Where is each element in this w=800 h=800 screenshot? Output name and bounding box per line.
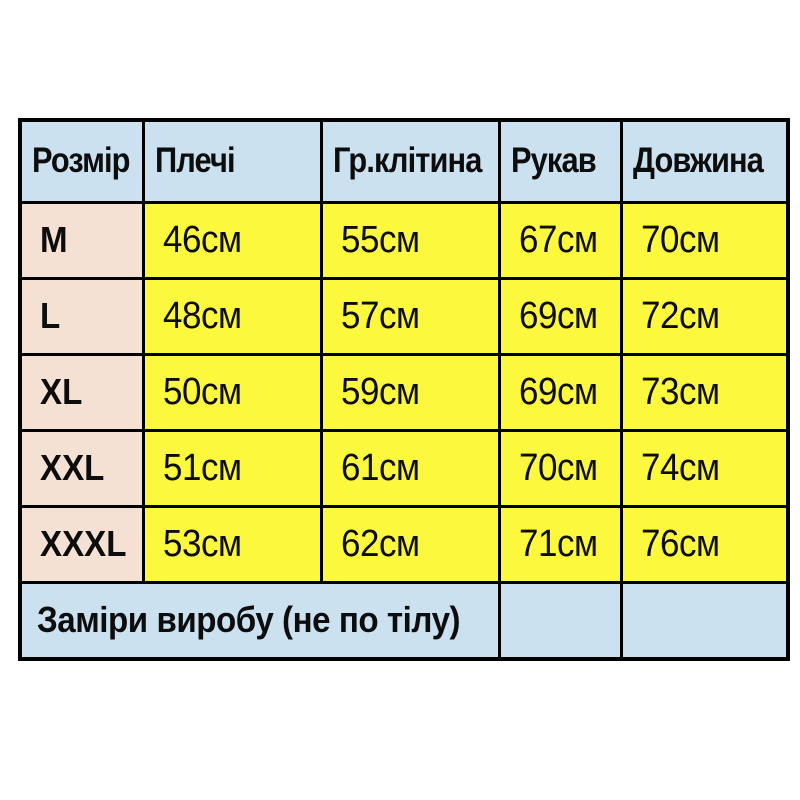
measurement-cell: 67см [497, 200, 623, 280]
size-cell: M [18, 200, 145, 280]
table-row-l: L 48см 57см 69см 72см [18, 276, 790, 356]
measurement-cell: 69см [497, 352, 623, 432]
measurement-cell: 61см [319, 428, 501, 508]
footer-row: Заміри виробу (не по тілу) [18, 580, 790, 661]
footer-note-cell: Заміри виробу (не по тілу) [18, 580, 501, 661]
column-header-sleeve-label: Рукав [510, 141, 597, 181]
measurement-cell: 53см [141, 504, 323, 584]
measurement-cell: 70см [619, 200, 790, 280]
measurement-cell: 48см [141, 276, 323, 356]
measurement-cell: 57см [319, 276, 501, 356]
column-header-length: Довжина [619, 118, 790, 204]
measurement-cell: 70см [497, 428, 623, 508]
measurement-cell: 46см [141, 200, 323, 280]
measurement-cell: 73см [619, 352, 790, 432]
column-header-chest: Гр.клітина [319, 118, 501, 204]
measurement-cell: 62см [319, 504, 501, 584]
table-row-m: M 46см 55см 67см 70см [18, 200, 790, 280]
size-cell: XL [18, 352, 145, 432]
footer-empty-cell [619, 580, 790, 661]
header-row: Розмір Плечі Гр.клітина Рукав Довжина [18, 118, 790, 204]
measurement-cell: 71см [497, 504, 623, 584]
measurement-cell: 76см [619, 504, 790, 584]
size-cell: L [18, 276, 145, 356]
footer-note: Заміри виробу (не по тілу) [37, 599, 461, 641]
size-chart: Розмір Плечі Гр.клітина Рукав Довжина M … [18, 118, 790, 661]
measurement-cell: 74см [619, 428, 790, 508]
footer-empty-cell [497, 580, 623, 661]
measurement-cell: 72см [619, 276, 790, 356]
size-chart-table: Розмір Плечі Гр.клітина Рукав Довжина M … [18, 118, 790, 661]
table-row-xxl: XXL 51см 61см 70см 74см [18, 428, 790, 508]
column-header-size-label: Розмір [32, 141, 130, 181]
column-header-length-label: Довжина [632, 141, 764, 181]
table-row-xl: XL 50см 59см 69см 73см [18, 352, 790, 432]
column-header-shoulders: Плечі [141, 118, 323, 204]
measurement-cell: 59см [319, 352, 501, 432]
measurement-cell: 69см [497, 276, 623, 356]
column-header-size: Розмір [18, 118, 145, 204]
column-header-chest-label: Гр.клітина [332, 141, 482, 181]
size-cell: XXL [18, 428, 145, 508]
measurement-cell: 55см [319, 200, 501, 280]
size-cell: XXXL [18, 504, 145, 584]
measurement-cell: 50см [141, 352, 323, 432]
column-header-shoulders-label: Плечі [154, 141, 236, 181]
table-row-xxxl: XXXL 53см 62см 71см 76см [18, 504, 790, 584]
column-header-sleeve: Рукав [497, 118, 623, 204]
measurement-cell: 51см [141, 428, 323, 508]
